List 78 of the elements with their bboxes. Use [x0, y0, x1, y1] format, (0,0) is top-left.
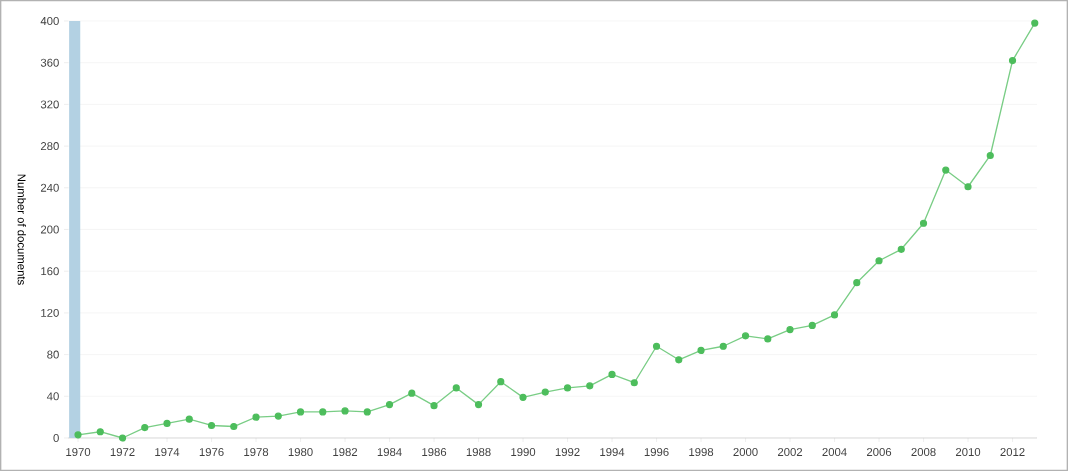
point: [385, 401, 394, 409]
x-tick-label: 1988: [466, 448, 491, 457]
x-tick-label: 1980: [288, 448, 313, 457]
point: [630, 379, 638, 387]
point: [74, 431, 82, 439]
point: [230, 422, 238, 431]
y-tick-label: 200: [40, 225, 59, 234]
point: [986, 151, 994, 160]
point: [830, 311, 839, 319]
point: [252, 413, 260, 421]
point: [341, 407, 349, 415]
point: [541, 388, 549, 396]
y-tick-label: 320: [40, 100, 59, 109]
x-tick-label: 1990: [511, 448, 536, 457]
point: [319, 408, 327, 416]
x-tick-label: 2012: [1000, 448, 1025, 457]
x-tick-label: 2000: [733, 448, 758, 457]
point: [96, 428, 104, 436]
y-tick-label: 160: [41, 267, 59, 276]
point: [875, 257, 883, 265]
point: [363, 408, 371, 416]
x-tick-label: 1972: [110, 448, 135, 457]
x-tick-label: 2004: [822, 448, 847, 457]
x-tick-label: 1970: [66, 448, 91, 457]
x-tick-label: 2002: [777, 448, 803, 457]
point: [474, 401, 483, 409]
point: [452, 384, 460, 392]
x-tick-label: 2006: [866, 448, 892, 457]
x-tick-label: 2008: [911, 448, 936, 457]
y-axis-title: Number of documents: [17, 174, 26, 285]
point: [185, 415, 193, 423]
x-tick-label: 1976: [199, 448, 224, 457]
y-tick-label: 0: [53, 433, 59, 442]
point: [586, 382, 594, 390]
x-tick-label: 2010: [955, 448, 981, 457]
y-tick-label: 360: [40, 58, 59, 67]
point: [919, 219, 928, 227]
x-tick-label: 1992: [555, 448, 580, 457]
point: [430, 402, 438, 410]
point: [296, 408, 305, 416]
point: [1031, 19, 1039, 27]
x-tick-label: 1982: [333, 448, 358, 457]
point: [608, 370, 616, 378]
x-tick-label: 1974: [155, 448, 180, 457]
point: [1008, 57, 1017, 65]
point: [207, 421, 216, 430]
y-tick-label: 80: [47, 350, 59, 359]
point: [853, 279, 861, 287]
point: [675, 356, 683, 364]
point: [274, 412, 282, 420]
point: [897, 245, 905, 253]
point: [764, 335, 772, 343]
x-tick-label: 1994: [600, 448, 625, 457]
point: [808, 321, 816, 329]
point: [741, 332, 750, 340]
point: [563, 384, 572, 392]
x-tick-label: 1986: [422, 448, 447, 457]
point: [141, 423, 149, 432]
point: [408, 389, 416, 397]
y-tick-label: 40: [46, 392, 59, 401]
x-tick-label: 1984: [377, 448, 402, 457]
y-tick-label: 280: [40, 142, 59, 151]
point: [118, 434, 127, 442]
point: [519, 393, 527, 401]
x-tick-label: 1996: [644, 448, 669, 457]
x-tick-label: 1978: [244, 448, 269, 457]
point: [652, 342, 661, 350]
y-tick-label: 240: [40, 183, 59, 192]
y-tick-label: 120: [41, 308, 59, 317]
point: [719, 342, 727, 350]
point: [942, 166, 950, 174]
point: [497, 378, 505, 386]
point: [786, 325, 794, 334]
x-tick-label: 1998: [689, 448, 714, 457]
point: [964, 183, 972, 191]
point: [697, 346, 705, 355]
point: [163, 419, 171, 427]
y-tick-label: 400: [40, 17, 59, 26]
